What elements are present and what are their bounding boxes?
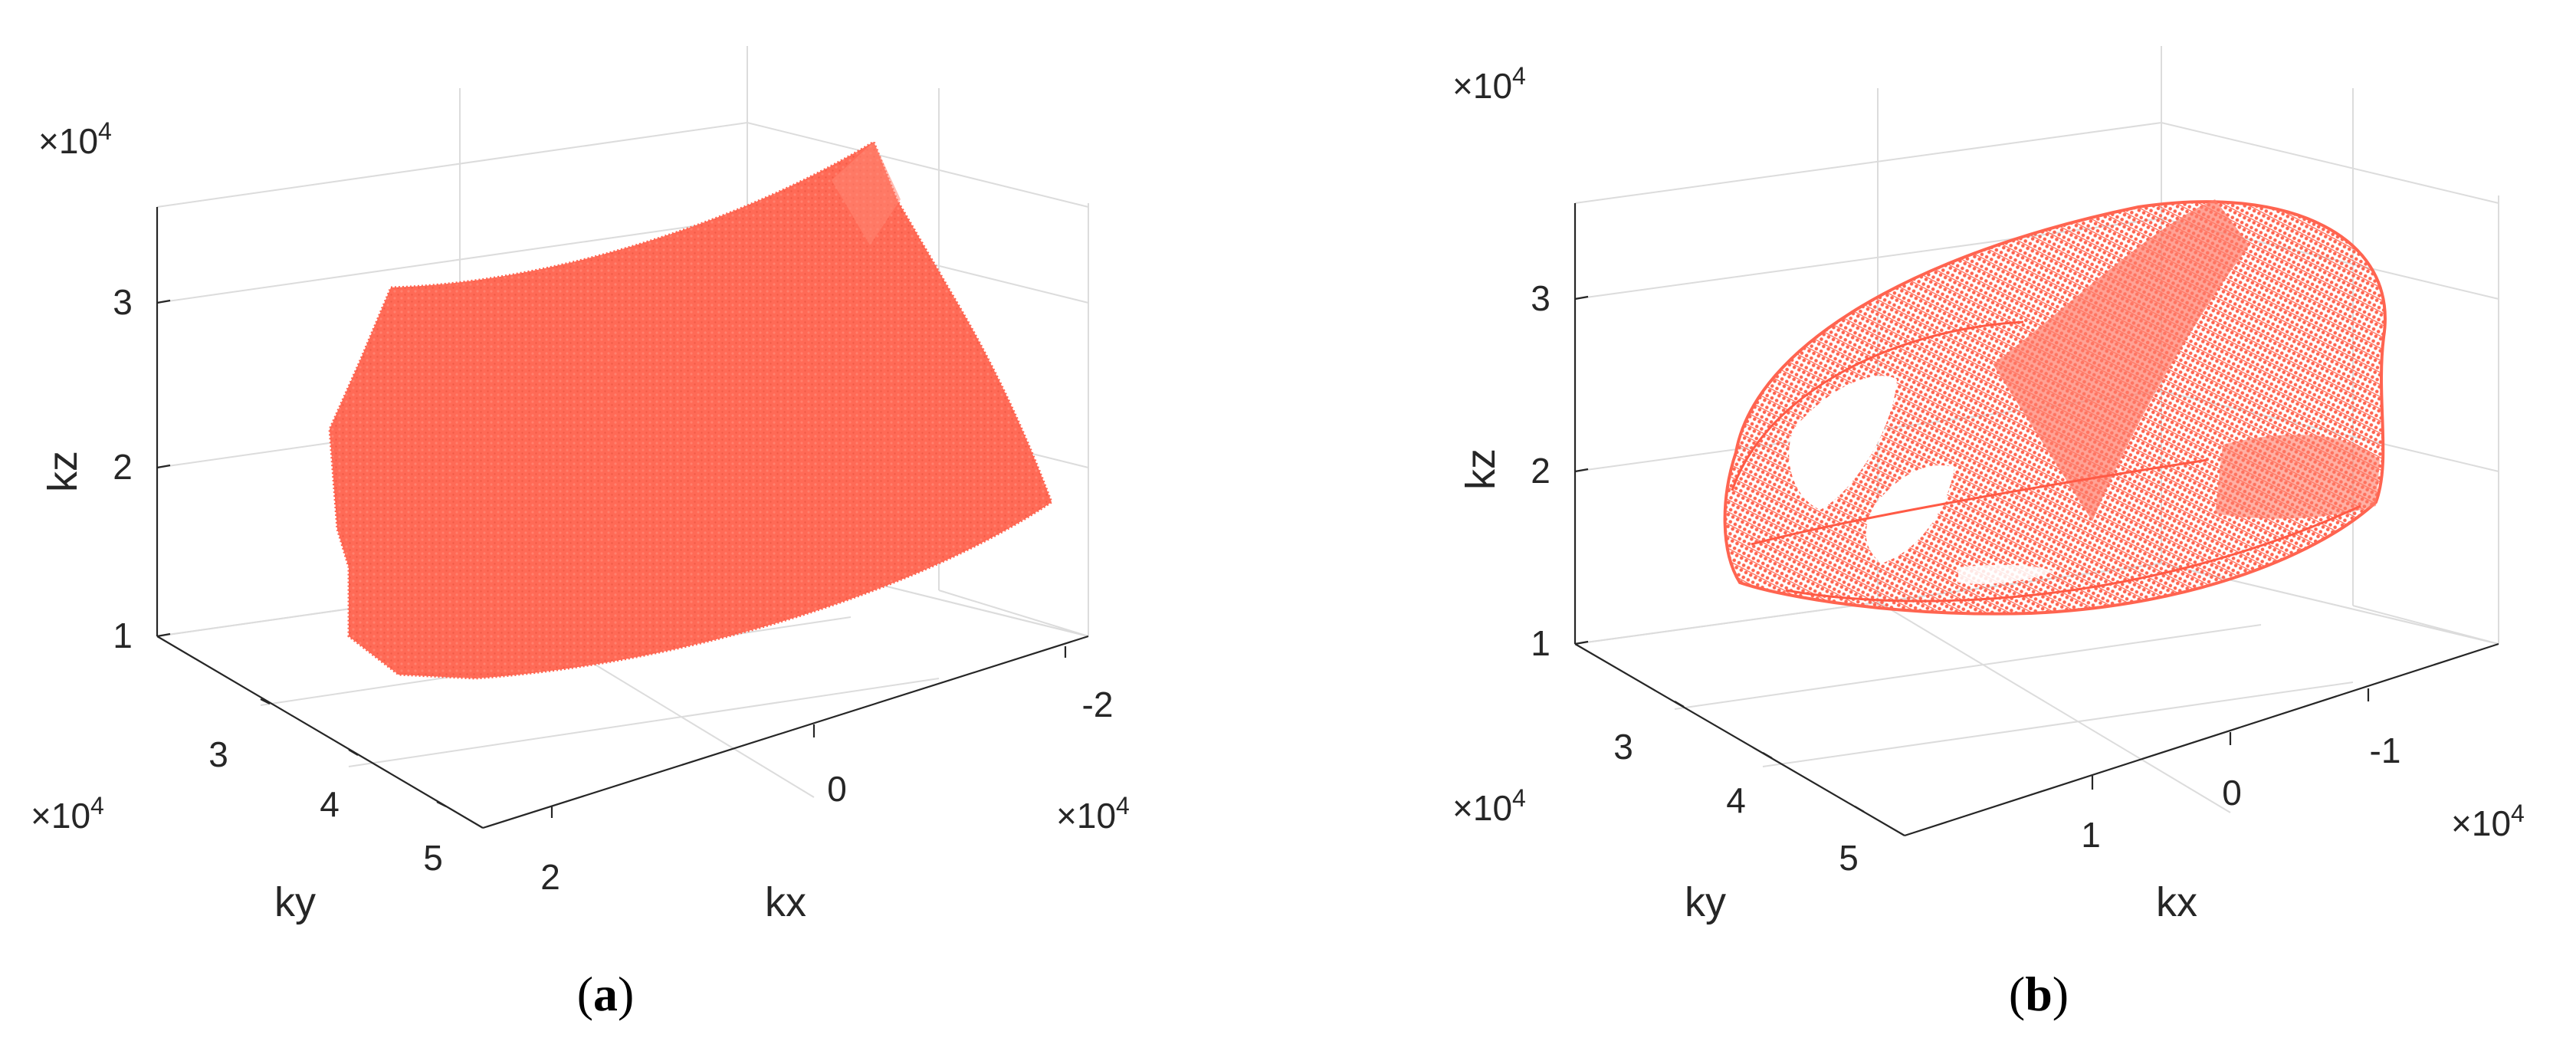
panel-b-hole-1	[1789, 376, 1897, 510]
panel-b-z-tick-2: 2	[1531, 451, 1551, 491]
panel-b-z-tick-3: 1	[1531, 623, 1551, 663]
panel-a-x-tick-1: 2	[540, 857, 560, 897]
panel-b-x-tick-2: 0	[2222, 773, 2242, 813]
panel-b-x-tick-3: -1	[2370, 731, 2401, 770]
panel-a-x-label: kx	[765, 879, 806, 925]
panel-b: 3 2 1 3 4 5 1 0 -1 ×104 ×104 ×104 kz ky …	[1452, 46, 2525, 1021]
panel-b-y-tick-2: 4	[1726, 780, 1746, 820]
panel-a-x-exponent: ×104	[1056, 792, 1130, 836]
panel-a-x-tick-3: -2	[1082, 685, 1114, 724]
panel-b-x-exponent: ×104	[2451, 800, 2525, 843]
panel-a-x-tick-2: 0	[827, 769, 847, 809]
panel-b-y-exponent: ×104	[1452, 784, 1526, 828]
panel-a: 3 2 1 3 4 5 2 0 -2 ×104 ×104 ×104 kz ky …	[31, 46, 1130, 1021]
panel-b-tick-labels: 3 2 1 3 4 5 1 0 -1	[1531, 278, 2400, 878]
panel-a-y-tick-2: 4	[320, 784, 340, 824]
panel-a-z-tick-1: 3	[113, 282, 133, 322]
panel-a-axes	[156, 207, 1089, 829]
panel-b-x-tick-1: 1	[2081, 815, 2101, 855]
panel-b-axes	[1573, 203, 2499, 837]
panel-a-z-exponent: ×104	[38, 117, 112, 161]
panel-b-point-cloud	[1723, 199, 2387, 616]
panel-a-z-tick-3: 1	[113, 616, 133, 655]
panel-a-tick-labels: 3 2 1 3 4 5 2 0 -2	[113, 282, 1113, 897]
panel-b-y-tick-3: 5	[1839, 838, 1859, 878]
panel-b-z-exponent: ×104	[1452, 62, 1526, 106]
panel-a-point-cloud-top	[832, 142, 901, 245]
panel-b-y-tick-1: 3	[1613, 727, 1633, 767]
panel-a-z-tick-2: 2	[113, 447, 133, 487]
panel-a-y-tick-3: 5	[423, 838, 443, 878]
panel-b-hole-3	[1958, 564, 2054, 584]
panel-b-z-tick-1: 3	[1531, 278, 1551, 318]
panel-b-z-label: kz	[1458, 448, 1504, 490]
panel-a-z-label: kz	[40, 451, 86, 492]
panel-a-point-cloud	[328, 140, 1053, 680]
panel-a-y-tick-1: 3	[208, 734, 228, 774]
panel-b-x-label: kx	[2156, 879, 2197, 925]
panel-b-y-label: ky	[1685, 879, 1726, 925]
panel-b-label: (b)	[2009, 967, 2069, 1021]
panel-a-y-label: ky	[274, 879, 316, 925]
panel-a-y-exponent: ×104	[31, 792, 104, 836]
panel-a-label: (a)	[577, 967, 635, 1021]
panel-b-hole-2	[1866, 465, 1954, 563]
